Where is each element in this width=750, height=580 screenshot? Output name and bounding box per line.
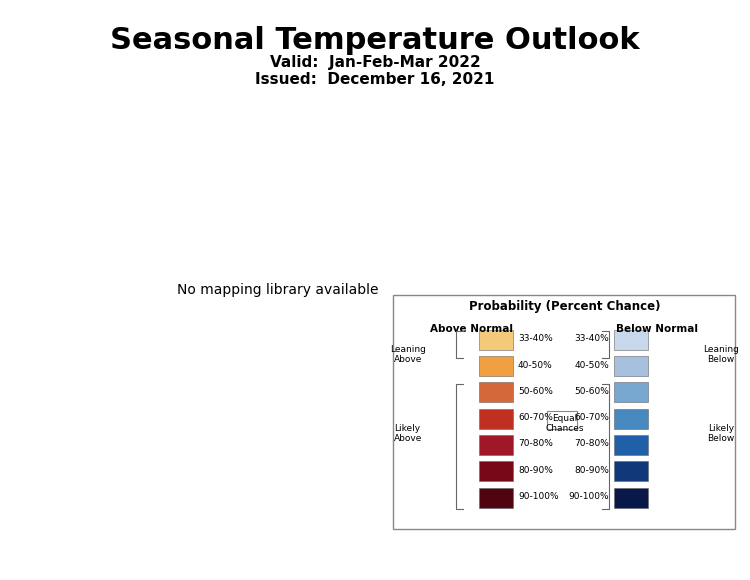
Bar [614,356,648,376]
Text: Leaning
Below: Leaning Below [704,345,739,364]
Text: 70-80%: 70-80% [574,440,609,448]
Text: Below Normal: Below Normal [616,324,698,334]
Text: 90-100%: 90-100% [518,492,559,501]
Text: Seasonal Temperature Outlook: Seasonal Temperature Outlook [110,26,640,55]
Text: Likely
Above: Likely Above [394,423,422,443]
Text: Above Normal: Above Normal [430,324,513,334]
Bar [478,461,513,481]
Bar [478,382,513,403]
Text: No mapping library available: No mapping library available [177,283,378,297]
Text: 40-50%: 40-50% [574,361,609,369]
Bar [478,329,513,350]
Text: Leaning
Above: Leaning Above [390,345,425,364]
Bar [614,488,648,508]
Bar [478,409,513,429]
Bar [547,411,577,429]
Text: 80-90%: 80-90% [574,466,609,475]
Text: 40-50%: 40-50% [518,361,553,369]
Text: 80-90%: 80-90% [518,466,553,475]
Text: Equal
Chances: Equal Chances [545,414,584,433]
Bar [614,435,648,455]
Bar [614,329,648,350]
Bar [614,382,648,403]
Text: 50-60%: 50-60% [574,387,609,396]
Bar [478,488,513,508]
Bar [478,435,513,455]
Text: Probability (Percent Chance): Probability (Percent Chance) [469,300,660,313]
Text: Likely
Below: Likely Below [707,423,735,443]
Text: 50-60%: 50-60% [518,387,553,396]
Bar [478,356,513,376]
Text: Issued:  December 16, 2021: Issued: December 16, 2021 [255,72,495,88]
Text: 33-40%: 33-40% [574,334,609,343]
Text: 33-40%: 33-40% [518,334,553,343]
Text: 90-100%: 90-100% [568,492,609,501]
Text: 60-70%: 60-70% [518,413,553,422]
Bar [614,409,648,429]
Bar [614,461,648,481]
Text: 70-80%: 70-80% [518,440,553,448]
FancyBboxPatch shape [393,295,735,529]
Text: 60-70%: 60-70% [574,413,609,422]
Text: Valid:  Jan-Feb-Mar 2022: Valid: Jan-Feb-Mar 2022 [270,55,480,70]
